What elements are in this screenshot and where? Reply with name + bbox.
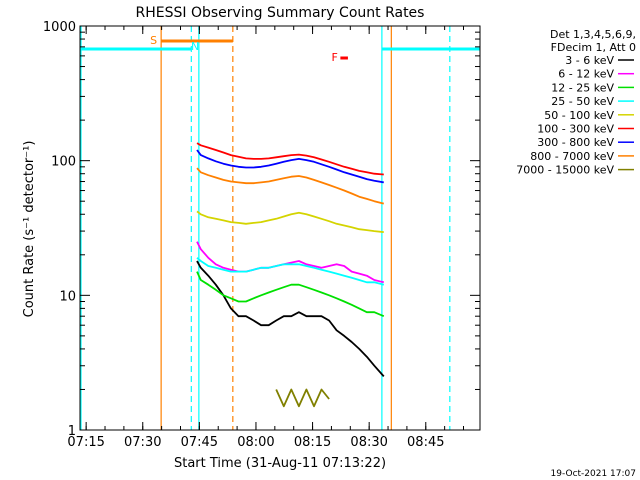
series-line-4 (196, 210, 384, 233)
legend-header-line: FDecim 1, Att 0 (551, 41, 636, 54)
x-tick-label: 08:00 (237, 435, 274, 450)
y-tick-label: 1 (68, 424, 76, 439)
legend-entry-label: 25 - 50 keV (551, 95, 614, 108)
legend-entry-label: 100 - 300 keV (537, 123, 614, 136)
y-tick-label: 100 (51, 155, 76, 170)
legend-entry-label: 6 - 12 keV (558, 68, 614, 81)
series-line-0 (196, 260, 385, 377)
series-line-2 (196, 271, 385, 318)
y-axis-label: Count Rate (s⁻¹ detector⁻¹) (22, 141, 37, 318)
legend-entry-label: 3 - 6 keV (565, 54, 614, 67)
legend-entry-label: 300 - 800 keV (537, 136, 614, 149)
x-axis-label: Start Time (31-Aug-11 07:13:22) (174, 456, 386, 471)
plot-frame (79, 25, 481, 431)
series-line-1 (196, 241, 385, 284)
chart-title: RHESSI Observing Summary Count Rates (136, 5, 425, 21)
series-line-7 (196, 167, 385, 205)
legend-entry-label: 12 - 25 keV (551, 81, 614, 94)
legend: Det 1,3,4,5,6,9,FDecim 1, Att 03 - 6 keV… (516, 28, 636, 177)
axes-layer: 07:15 07:30 07:45 08:00 08:15 08:30 08:45 1 10 10… (43, 20, 481, 450)
legend-entry-label: 800 - 7000 keV (530, 150, 614, 163)
series-line-3 (196, 257, 385, 286)
footer-timestamp: 19-Oct-2021 17:07 (551, 469, 636, 479)
marker-f: F (332, 51, 338, 64)
legend-entry-label: 7000 - 15000 keV (516, 164, 614, 177)
series-line-8 (275, 388, 330, 408)
overlay-layer: S N F (80, 26, 480, 430)
x-tick-label: 07:45 (181, 435, 218, 450)
x-tick-label: 07:30 (124, 435, 161, 450)
marker-s: S (150, 34, 157, 47)
legend-header-line: Det 1,3,4,5,6,9, (550, 28, 636, 41)
series-line-5 (196, 142, 384, 176)
y-tick-label: 1000 (43, 20, 76, 35)
x-tick-label: 08:15 (294, 435, 331, 450)
series-line-6 (196, 149, 384, 184)
legend-entry-label: 50 - 100 keV (544, 109, 614, 122)
y-tick-label: 10 (59, 289, 76, 304)
marker-n: N (191, 40, 199, 53)
series-layer (196, 142, 385, 408)
x-tick-label: 08:45 (407, 435, 444, 450)
x-tick-label: 08:30 (350, 435, 387, 450)
x-tick-label: 07:15 (67, 435, 104, 450)
